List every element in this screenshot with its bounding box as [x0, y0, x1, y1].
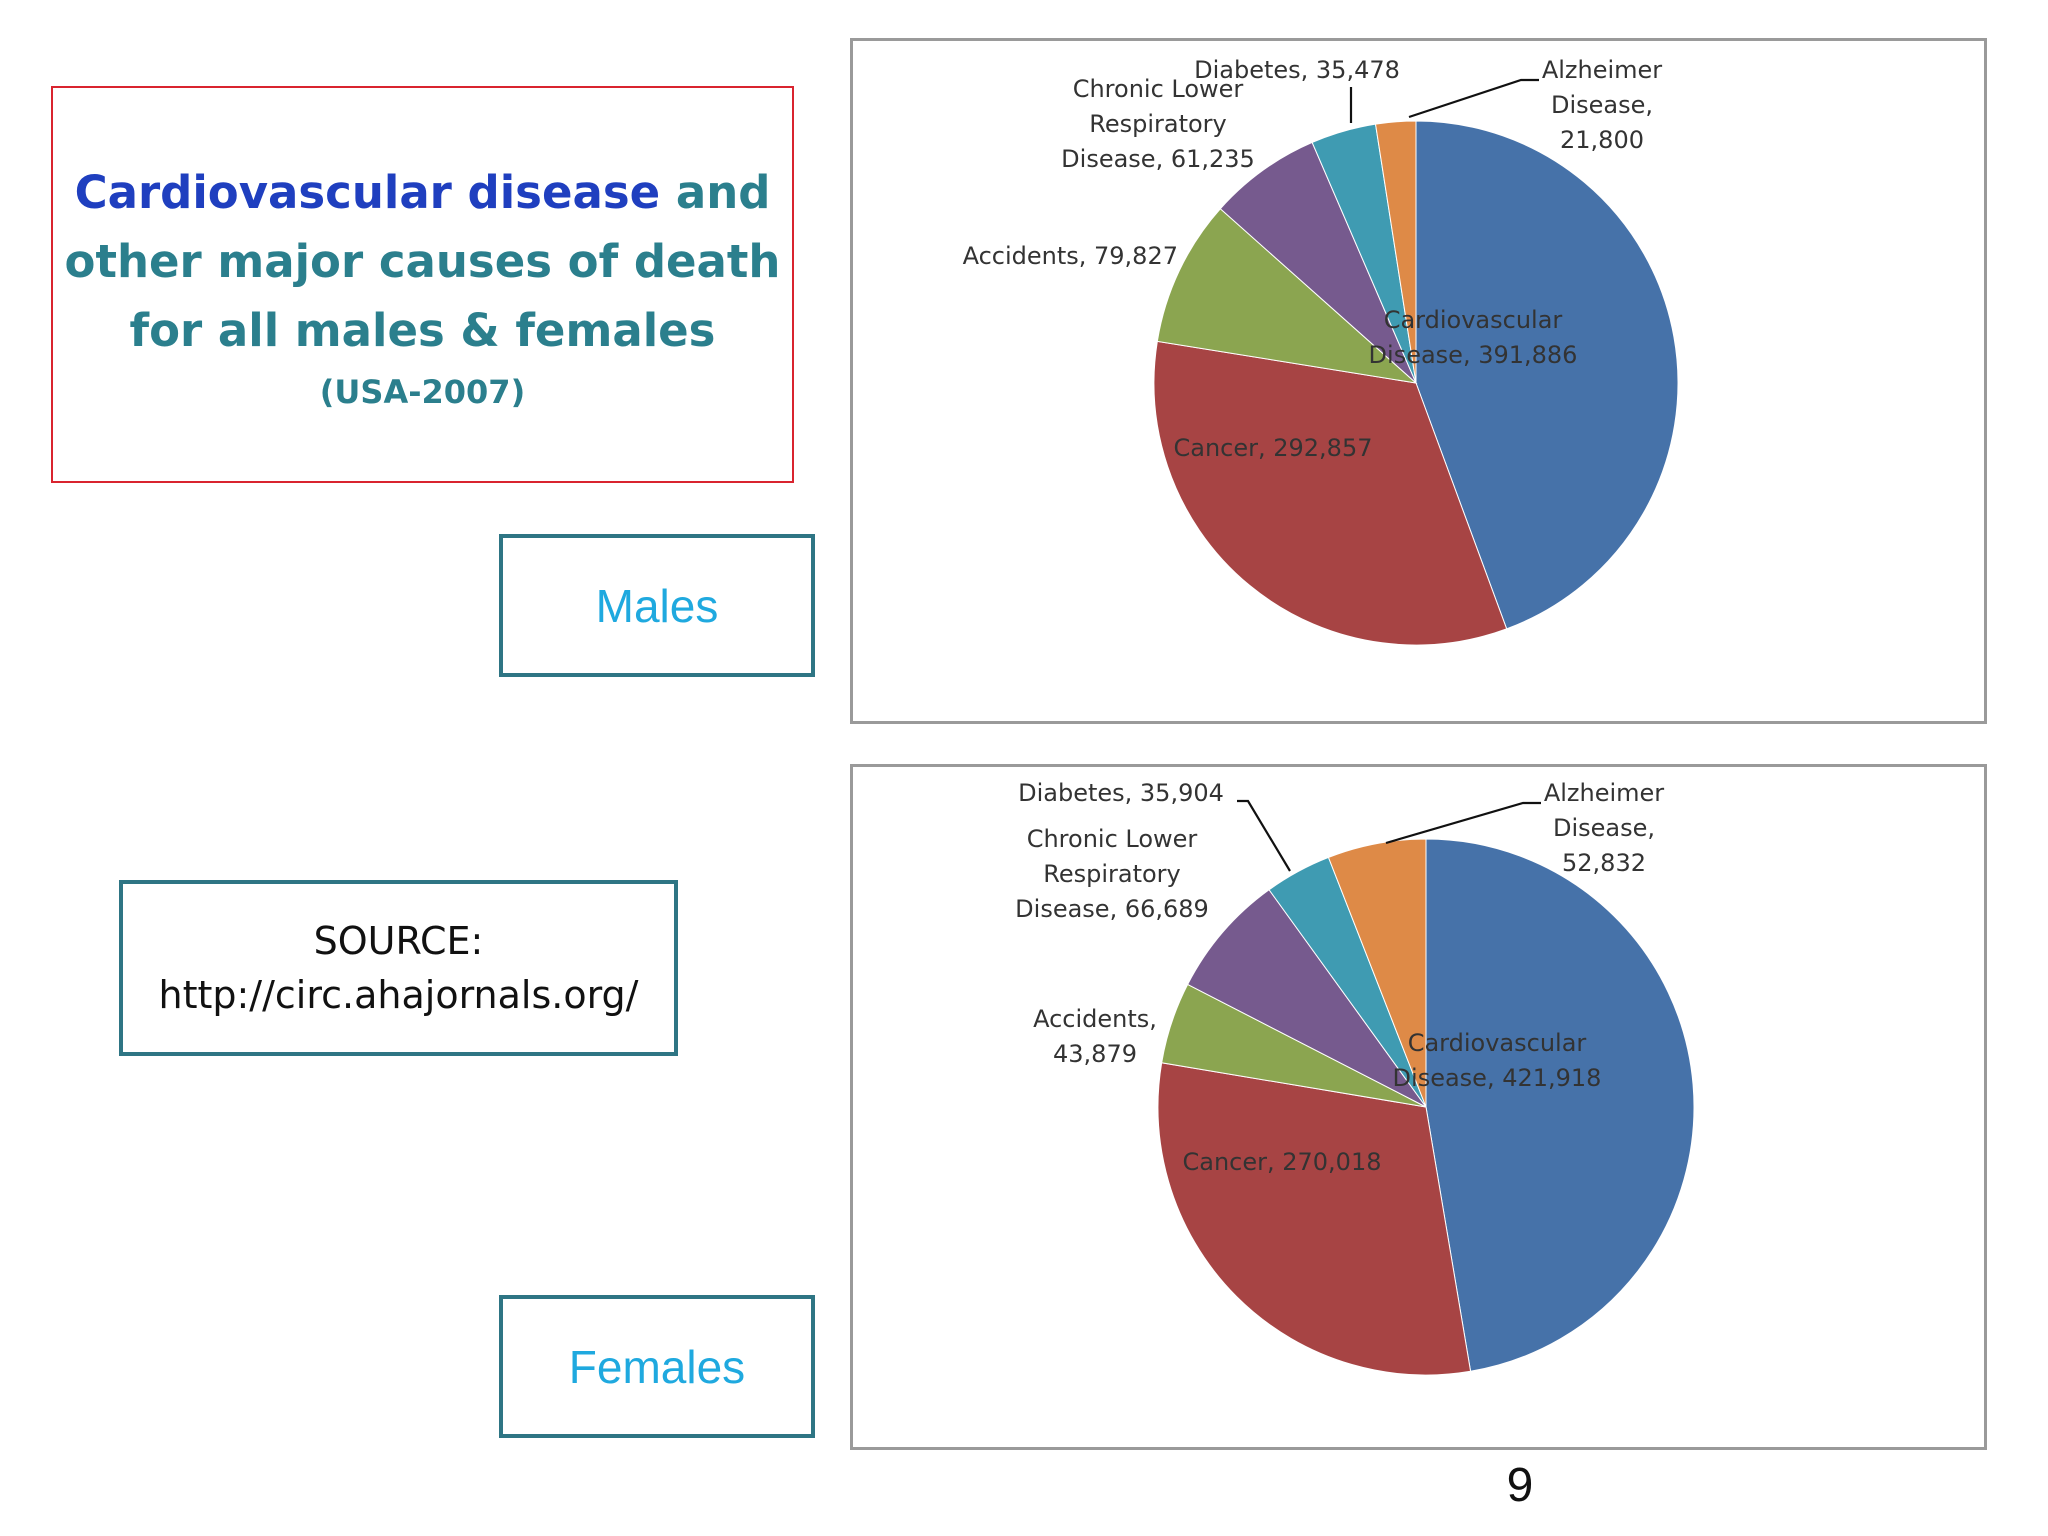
- females-leader-diabetes: [1237, 799, 1291, 872]
- males-slice-cancer: [1153, 340, 1508, 646]
- source-box: SOURCE: http://circ.ahajornals.org/: [119, 880, 678, 1056]
- males-label-cancer: Cancer, 292,857: [1173, 434, 1372, 462]
- source-url: http://circ.ahajornals.org/: [158, 973, 639, 1017]
- females-slice-clrd: [1187, 889, 1427, 1108]
- males-label-cardiovascular: Cardiovascular Disease, 391,886: [1369, 306, 1578, 369]
- males-label-accidents: Accidents, 79,827: [963, 242, 1178, 270]
- females-label-cancer: Cancer, 270,018: [1182, 1148, 1381, 1176]
- females-label-accidents: Accidents, 43,879: [1033, 1005, 1157, 1068]
- males-label: Males: [499, 534, 815, 677]
- females-slice-alzheimer: [1327, 838, 1427, 1108]
- title-box: Cardiovascular disease and other major c…: [51, 86, 794, 483]
- males-label-alzheimer: Alzheimer Disease, 21,800: [1542, 56, 1662, 154]
- males-slice-accidents: [1156, 208, 1418, 384]
- females-leader-alzheimer: [1385, 801, 1541, 845]
- females-label-cardiovascular: Cardiovascular Disease, 421,918: [1393, 1029, 1602, 1092]
- subtitle: (USA-2007): [319, 373, 526, 411]
- males-pie-chart: Cardiovascular Disease, 391,886 Cancer, 29…: [963, 56, 1679, 646]
- males-chart-frame: Cardiovascular Disease, 391,886 Cancer, 29…: [850, 38, 1987, 724]
- females-chart-frame: Cardiovascular Disease, 421,918 Cancer, 27…: [850, 764, 1987, 1450]
- females-slice-cancer: [1157, 1062, 1472, 1376]
- title-line-1-rest: and: [660, 166, 771, 219]
- females-label: Females: [499, 1295, 815, 1438]
- title-emphasis: Cardiovascular disease: [74, 166, 661, 219]
- females-label-diabetes: Diabetes, 35,904: [1018, 779, 1224, 807]
- males-slice-alzheimer: [1374, 120, 1417, 384]
- males-leader-alzheimer: [1408, 78, 1539, 119]
- page-number: 9: [1506, 1459, 1534, 1512]
- title-line-2: other major causes of death: [64, 235, 781, 288]
- females-pie-chart: Cardiovascular Disease, 421,918 Cancer, 27…: [1015, 779, 1695, 1376]
- females-slice-cardiovascular: [1425, 838, 1695, 1372]
- title-line-3: for all males & females: [129, 304, 716, 357]
- males-label-clrd: Chronic Lower Respiratory Disease, 61,235: [1061, 75, 1255, 173]
- males-label-diabetes: Diabetes, 35,478: [1194, 56, 1400, 84]
- males-slice-cardiovascular: [1415, 120, 1679, 630]
- source-heading: SOURCE:: [313, 919, 484, 963]
- title-line-1: Cardiovascular disease and: [75, 158, 771, 227]
- females-label-alzheimer: Alzheimer Disease, 52,832: [1544, 779, 1664, 877]
- males-slice-clrd: [1219, 141, 1417, 384]
- females-label-clrd: Chronic Lower Respiratory Disease, 66,689: [1015, 825, 1209, 923]
